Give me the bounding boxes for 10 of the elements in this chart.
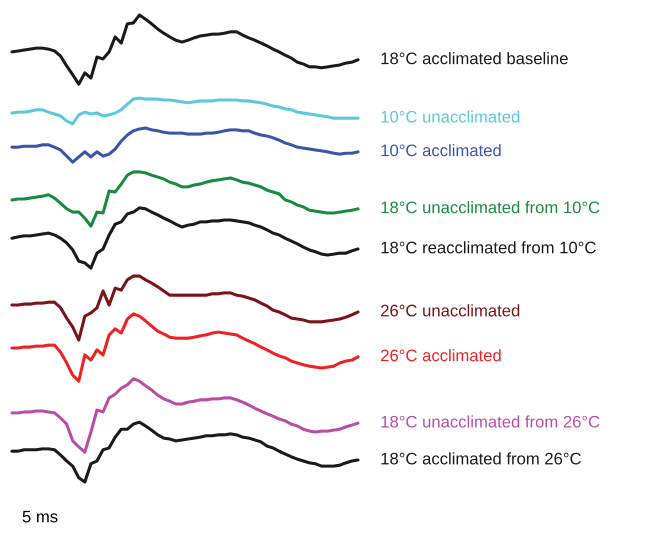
series-label: 18°C reacclimated from 10°C [381, 241, 596, 254]
series-label: 18°C acclimated from 26°C [381, 452, 581, 465]
series-label: 26°C acclimated [381, 349, 501, 362]
series-label: 26°C unacclimated [381, 304, 520, 316]
series-label: 18°C unacclimated from 26°C [381, 415, 600, 428]
series-label: 10°C acclimated [381, 144, 501, 156]
series-label: 10°C unacclimated [381, 110, 520, 123]
series-label: 18°C acclimated baseline [381, 52, 568, 64]
text: 5 ms [22, 510, 58, 522]
series-label: 18°C unacclimated from 10°C [381, 201, 600, 214]
